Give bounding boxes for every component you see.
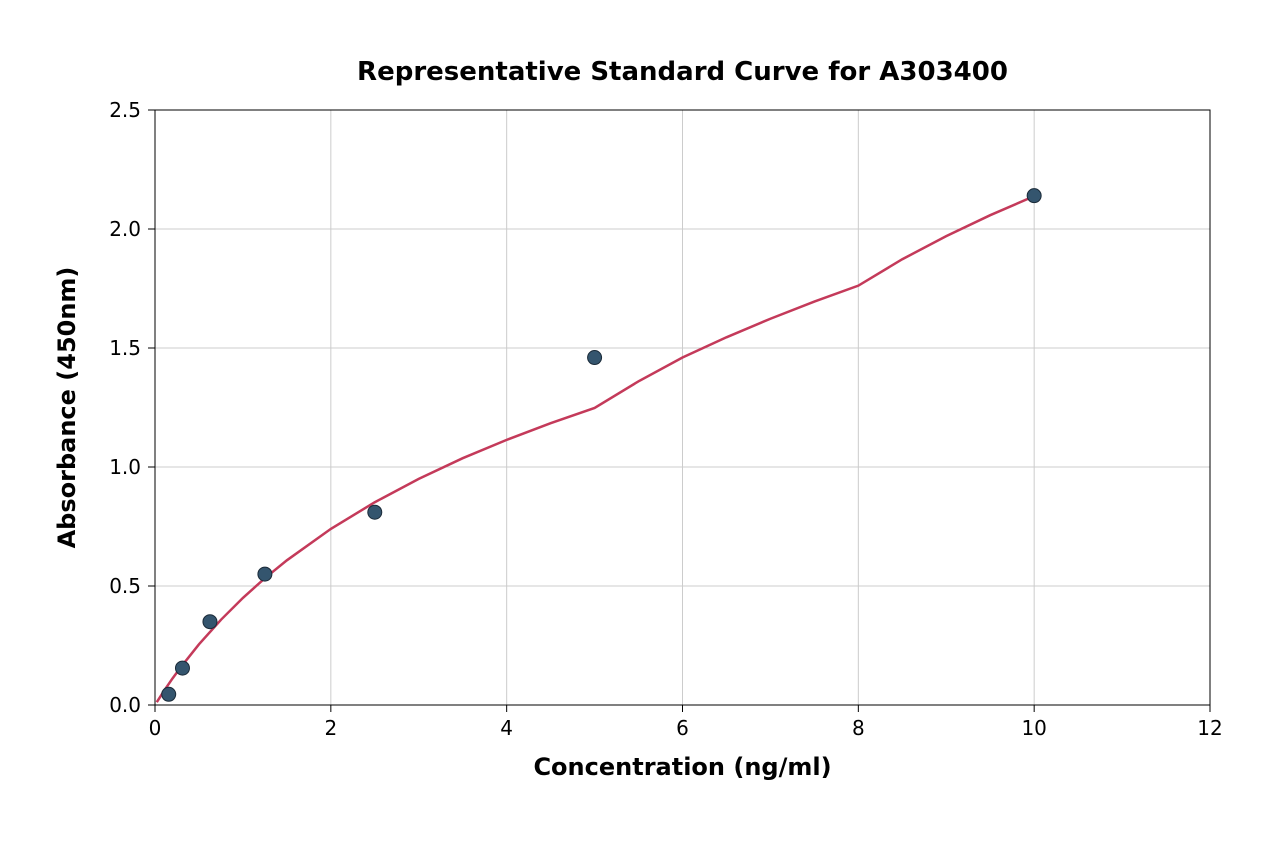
data-point bbox=[588, 351, 602, 365]
data-point bbox=[175, 661, 189, 675]
y-tick-label: 2.5 bbox=[109, 98, 141, 122]
data-point bbox=[1027, 189, 1041, 203]
x-axis-label: Concentration (ng/ml) bbox=[533, 753, 831, 781]
y-tick-label: 2.0 bbox=[109, 217, 141, 241]
data-point bbox=[368, 505, 382, 519]
data-point bbox=[162, 687, 176, 701]
y-tick-label: 1.0 bbox=[109, 455, 141, 479]
x-tick-label: 6 bbox=[676, 716, 689, 740]
data-point bbox=[203, 615, 217, 629]
standard-curve-chart: 0 2 4 6 8 10 12 0.0 0.5 1.0 1.5 2.0 2.5 Representat… bbox=[0, 0, 1280, 845]
y-tick-label: 0.5 bbox=[109, 574, 141, 598]
chart-background bbox=[0, 0, 1280, 845]
x-tick-label: 2 bbox=[324, 716, 337, 740]
chart-title: Representative Standard Curve for A30340… bbox=[357, 57, 1008, 87]
x-tick-label: 8 bbox=[852, 716, 865, 740]
y-tick-label: 0.0 bbox=[109, 693, 141, 717]
chart-container: 0 2 4 6 8 10 12 0.0 0.5 1.0 1.5 2.0 2.5 Representat… bbox=[0, 0, 1280, 845]
data-point bbox=[258, 567, 272, 581]
x-tick-label: 4 bbox=[500, 716, 513, 740]
x-tick-label: 0 bbox=[149, 716, 162, 740]
y-tick-label: 1.5 bbox=[109, 336, 141, 360]
y-axis-label: Absorbance (450nm) bbox=[53, 267, 81, 549]
x-tick-label: 12 bbox=[1197, 716, 1222, 740]
x-tick-label: 10 bbox=[1021, 716, 1046, 740]
